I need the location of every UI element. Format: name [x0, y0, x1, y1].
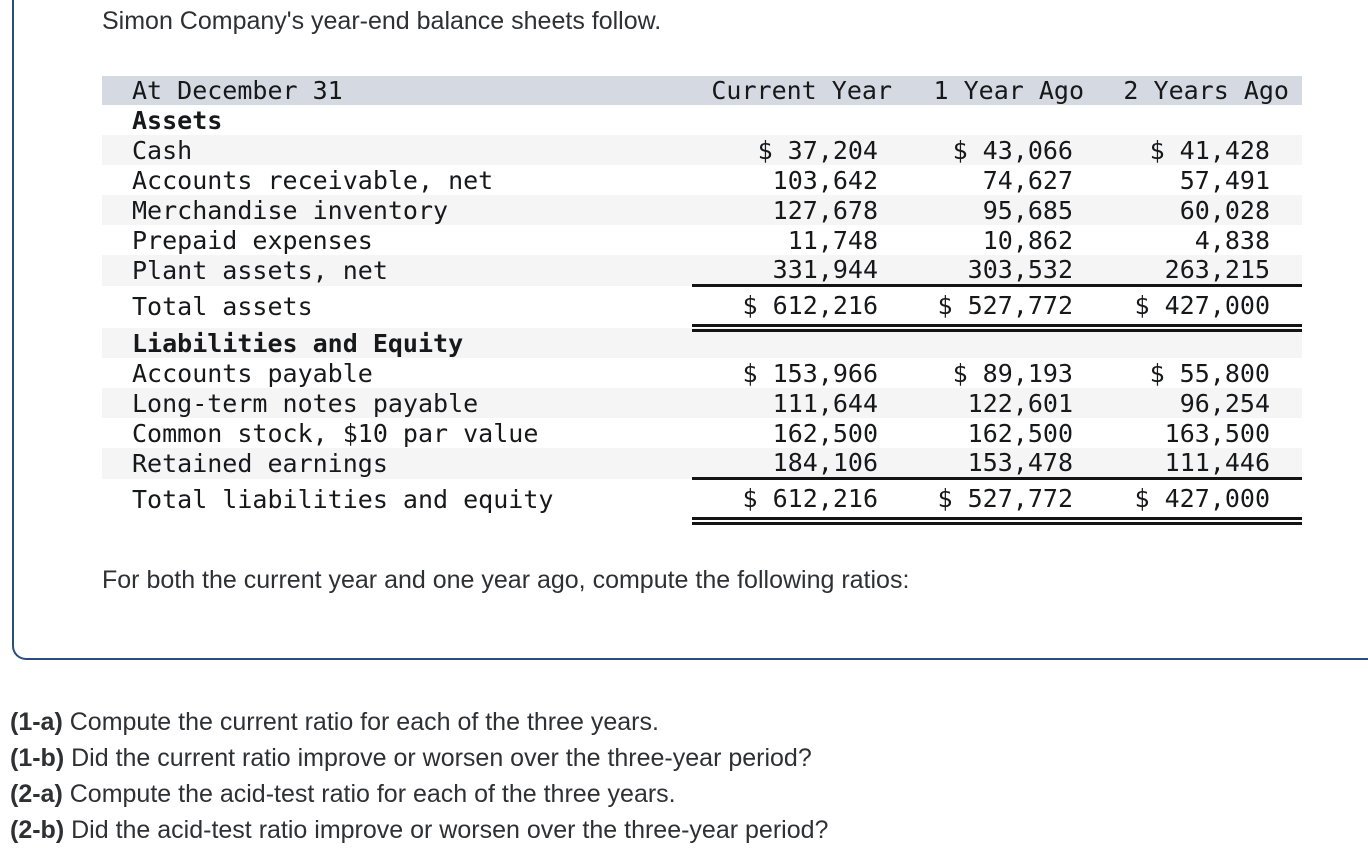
row-value: 162,500: [967, 418, 1073, 448]
balance-sheet-table: At December 31 Current Year 1 Year Ago 2…: [102, 76, 1302, 525]
header-at-december-31: At December 31: [102, 76, 692, 105]
row-label: Common stock, $10 par value: [132, 418, 539, 448]
row-value: $ 37,204: [757, 135, 878, 165]
row-value: 95,685: [982, 195, 1073, 225]
table-row: Merchandise inventory 127,678 95,685 60,028: [102, 195, 1302, 225]
row-value: 153,478: [892, 448, 1087, 480]
question-1a-label: (1-a): [10, 708, 63, 736]
row-value: 103,642: [772, 165, 878, 195]
table-row: Accounts payable $ 153,966 $ 89,193 $ 55,80…: [102, 358, 1302, 388]
table-row: Liabilities and Equity: [102, 328, 1302, 358]
row-value: $ 527,772: [892, 478, 1087, 525]
row-value: 127,678: [772, 195, 878, 225]
row-value: $ 527,772: [892, 285, 1087, 332]
row-value: $ 55,800: [1149, 358, 1270, 388]
row-value: 11,748: [787, 225, 878, 255]
row-value: 74,627: [982, 165, 1073, 195]
question-2b: (2-b) Did the acid-test ratio improve or…: [10, 812, 1368, 848]
question-1b-label: (1-b): [10, 744, 65, 772]
row-value: $ 612,216: [692, 478, 892, 525]
row-value: [692, 328, 892, 358]
row-value: $ 89,193: [952, 358, 1073, 388]
question-2a-text: Compute the acid-test ratio for each of …: [69, 780, 676, 808]
row-value: [892, 105, 1087, 135]
table-row: Total assets $ 612,216 $ 527,772 $ 427,000: [102, 285, 1302, 332]
row-value: $ 427,000: [1087, 478, 1302, 525]
table-row: Common stock, $10 par value 162,500 162,50…: [102, 418, 1302, 448]
row-value: 303,532: [892, 255, 1087, 287]
table-row: Prepaid expenses 11,748 10,862 4,838: [102, 225, 1302, 255]
row-label: Cash: [132, 135, 193, 165]
table-header: At December 31 Current Year 1 Year Ago 2…: [102, 76, 1302, 105]
table-row: Cash $ 37,204 $ 43,066 $ 41,428: [102, 135, 1302, 165]
row-label: Total assets: [132, 292, 313, 322]
row-label: Prepaid expenses: [132, 225, 373, 255]
row-value: $ 153,966: [742, 358, 878, 388]
row-value: [892, 328, 1087, 358]
row-label: Total liabilities and equity: [132, 485, 554, 515]
question-1a-text: Compute the current ratio for each of th…: [69, 708, 659, 736]
row-value: $ 43,066: [952, 135, 1073, 165]
row-label: Long-term notes payable: [132, 388, 479, 418]
row-label: Plant assets, net: [132, 255, 388, 285]
header-2-years-ago: 2 Years Ago: [1087, 76, 1302, 105]
instruction-text: For both the current year and one year a…: [102, 566, 910, 594]
row-value: 10,862: [982, 225, 1073, 255]
table-row: Accounts receivable, net 103,642 74,627 57,…: [102, 165, 1302, 195]
row-value: [1087, 328, 1302, 358]
row-value: 60,028: [1179, 195, 1270, 225]
row-value: $ 41,428: [1149, 135, 1270, 165]
problem-panel: Simon Company's year-end balance sheets …: [12, 0, 1368, 660]
row-label: Accounts payable: [132, 358, 373, 388]
question-2b-text: Did the acid-test ratio improve or worse…: [71, 816, 829, 844]
row-value: 96,254: [1179, 388, 1270, 418]
question-1a: (1-a) Compute the current ratio for each…: [10, 704, 1368, 740]
row-value: 57,491: [1179, 165, 1270, 195]
row-value: 331,944: [692, 255, 892, 287]
intro-text: Simon Company's year-end balance sheets …: [102, 7, 662, 35]
row-value: 4,838: [1194, 225, 1270, 255]
header-current-year: Current Year: [692, 76, 892, 105]
row-label: Assets: [132, 105, 223, 135]
row-value: $ 427,000: [1087, 285, 1302, 332]
question-list: (1-a) Compute the current ratio for each…: [10, 704, 1368, 848]
row-value: [1087, 105, 1302, 135]
table-row: Assets: [102, 105, 1302, 135]
row-value: 263,215: [1087, 255, 1302, 287]
question-1b-text: Did the current ratio improve or worsen …: [71, 744, 812, 772]
header-row: At December 31 Current Year 1 Year Ago 2…: [102, 76, 1302, 105]
question-2b-label: (2-b): [10, 816, 65, 844]
row-value: 184,106: [692, 448, 892, 480]
table-row: Retained earnings 184,106 153,478 111,446: [102, 448, 1302, 480]
row-value: 111,644: [772, 388, 878, 418]
question-2a-label: (2-a): [10, 780, 63, 808]
question-1b: (1-b) Did the current ratio improve or w…: [10, 740, 1368, 776]
row-label: Liabilities and Equity: [132, 328, 464, 358]
row-value: [692, 105, 892, 135]
table-body: Assets Cash $ 37,204 $ 43,066 $ 41,428 Accoun…: [102, 105, 1302, 525]
row-value: 111,446: [1087, 448, 1302, 480]
question-2a: (2-a) Compute the acid-test ratio for ea…: [10, 776, 1368, 812]
row-value: 122,601: [967, 388, 1073, 418]
table-row: Total liabilities and equity $ 612,216 $ 5…: [102, 478, 1302, 525]
row-value: $ 612,216: [692, 285, 892, 332]
row-value: 162,500: [772, 418, 878, 448]
table-row: Plant assets, net 331,944 303,532 263,215: [102, 255, 1302, 287]
row-value: 163,500: [1164, 418, 1270, 448]
row-label: Retained earnings: [132, 448, 388, 478]
header-1-year-ago: 1 Year Ago: [892, 76, 1087, 105]
table-row: Long-term notes payable 111,644 122,601 96,…: [102, 388, 1302, 418]
row-label: Accounts receivable, net: [132, 165, 494, 195]
row-label: Merchandise inventory: [132, 195, 449, 225]
